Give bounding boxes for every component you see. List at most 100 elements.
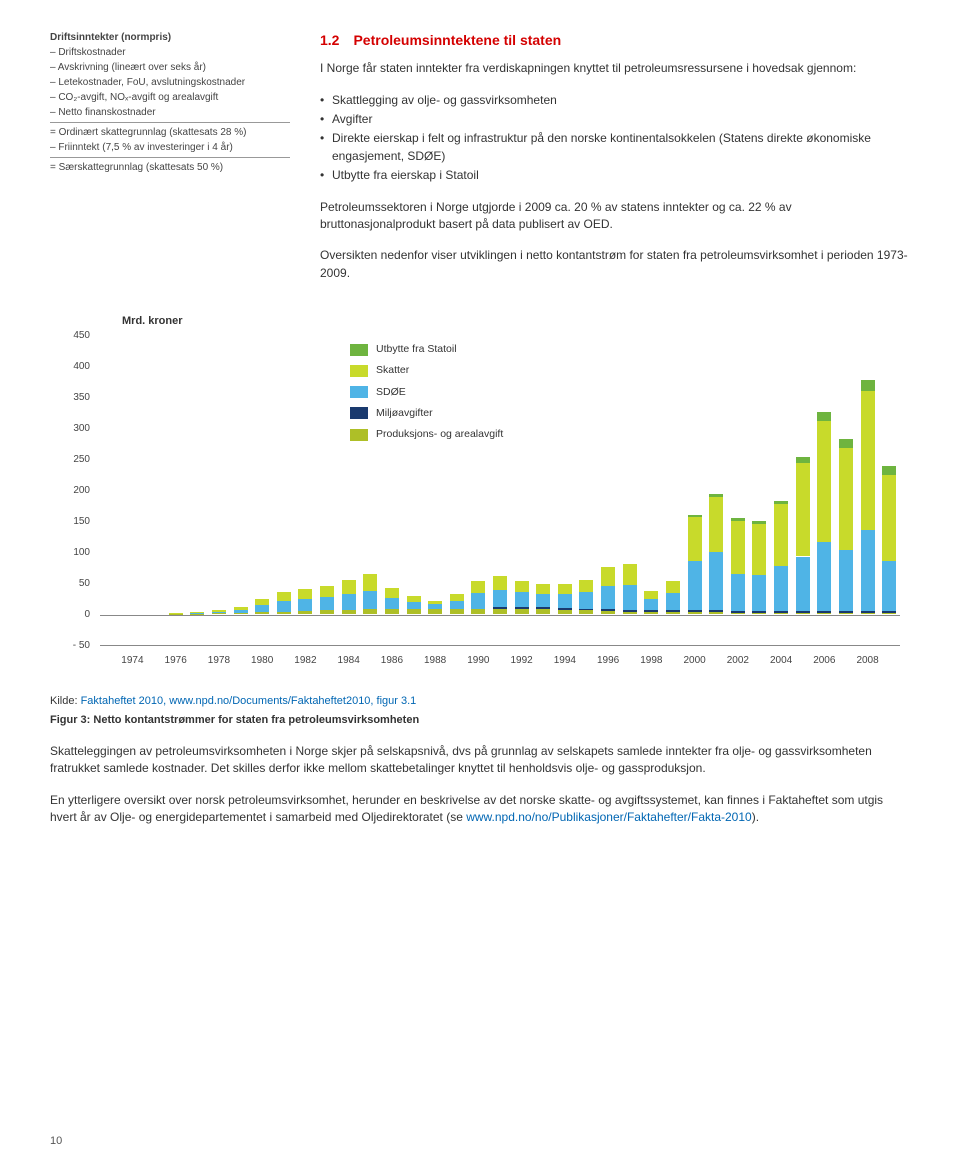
list-item: Utbytte fra eierskap i Statoil (320, 167, 910, 184)
bar-segment-skatter (298, 589, 312, 599)
bullet-list: Skattlegging av olje- og gassvirksomhete… (320, 92, 910, 185)
bar-segment-prod (363, 609, 377, 614)
bar-segment-prod (428, 609, 442, 614)
bar-segment-utbytte (774, 501, 788, 505)
bar-segment-prod (255, 612, 269, 614)
bar-segment-prod (579, 610, 593, 614)
bar-segment-skatter (579, 580, 593, 592)
paragraph: Skatteleggingen av petroleumsvirksomhete… (50, 743, 910, 778)
bar-segment-utbytte (861, 380, 875, 391)
bar-segment-prod (861, 613, 875, 614)
x-tick-label: 1974 (121, 654, 143, 669)
legend-item: Produksjons- og arealavgift (350, 427, 503, 442)
source-line: Kilde: Faktaheftet 2010, www.npd.no/Docu… (50, 694, 910, 710)
bar-segment-prod (774, 613, 788, 614)
bar-segment-skatter (169, 613, 183, 614)
sidebox-line: – CO₂-avgift, NOₓ-avgift og arealavgift (50, 90, 290, 105)
x-axis: 1974197619781980198219841986198819901992… (100, 648, 900, 676)
bar-segment-prod (709, 612, 723, 614)
bar-segment-skatter (407, 596, 421, 602)
bar-segment-prod (169, 614, 183, 615)
bar-segment-sdoe (861, 530, 875, 611)
bar-segment-sdoe (234, 610, 248, 613)
sidebox-line: Driftsinntekter (normpris) (50, 30, 290, 45)
bar-segment-prod (342, 610, 356, 614)
bar-segment-miljo (536, 607, 550, 609)
bar-segment-skatter (515, 581, 529, 592)
legend-label: Miljøavgifter (376, 406, 433, 421)
bar-segment-sdoe (536, 594, 550, 608)
paragraph: Oversikten nedenfor viser utviklingen i … (320, 247, 910, 282)
bar-segment-utbytte (709, 494, 723, 497)
bar-segment-skatter (601, 567, 615, 586)
sidebox-line: = Særskattegrunnlag (skattesats 50 %) (50, 160, 290, 175)
bar-segment-prod (839, 613, 853, 614)
y-tick-label: - 50 (73, 639, 90, 654)
bar-segment-prod (644, 612, 658, 614)
x-tick-label: 1984 (338, 654, 360, 669)
chart-legend: Utbytte fra Statoil Skatter SDØE Miljøavgif… (350, 342, 503, 448)
divider (50, 122, 290, 123)
bar-segment-sdoe (752, 575, 766, 611)
legend-label: Produksjons- og arealavgift (376, 427, 503, 442)
bar-segment-skatter (190, 612, 204, 613)
bar-segment-sdoe (623, 585, 637, 610)
bar-segment-utbytte (817, 412, 831, 421)
bar-segment-miljo (493, 607, 507, 608)
sidebox-line: = Ordinært skattegrunnlag (skattesats 28… (50, 125, 290, 140)
section-number: 1.2 (320, 30, 339, 50)
figure-caption: Figur 3: Netto kontantstrømmer for state… (50, 713, 910, 729)
bar-segment-prod (666, 612, 680, 614)
bar-segment-skatter (493, 576, 507, 590)
x-tick-label: 2008 (856, 654, 878, 669)
bar-segment-miljo (796, 611, 810, 613)
bar-segment-sdoe (709, 552, 723, 611)
bar-segment-miljo (752, 611, 766, 613)
bar-segment-skatter (558, 584, 572, 594)
list-item: Direkte eierskap i felt og infrastruktur… (320, 130, 910, 165)
legend-label: SDØE (376, 385, 406, 400)
bar-segment-sdoe (277, 601, 291, 612)
x-tick-label: 1986 (381, 654, 403, 669)
divider (50, 157, 290, 158)
bar-segment-miljo (558, 608, 572, 610)
bar-segment-sdoe (774, 566, 788, 611)
bar-segment-sdoe (817, 542, 831, 611)
bar-segment-miljo (666, 610, 680, 612)
source-link[interactable]: Faktaheftet 2010, www.npd.no/Documents/F… (81, 695, 417, 707)
x-tick-label: 2000 (683, 654, 705, 669)
bar-segment-utbytte (796, 457, 810, 463)
bar-segment-skatter (342, 580, 356, 594)
y-tick-label: 300 (73, 422, 90, 437)
bar-segment-utbytte (839, 439, 853, 448)
y-tick-label: 350 (73, 391, 90, 406)
sidebox-line: – Driftskostnader (50, 45, 290, 60)
bar-segment-miljo (579, 609, 593, 611)
legend-label: Skatter (376, 363, 409, 378)
list-item: Avgifter (320, 111, 910, 128)
bar-segment-miljo (861, 611, 875, 613)
bar-segment-skatter (709, 497, 723, 552)
bar-segment-skatter (212, 610, 226, 612)
bar-segment-prod (190, 614, 204, 615)
bar-segment-prod (536, 609, 550, 614)
bar-segment-skatter (277, 592, 291, 601)
bar-segment-miljo (623, 610, 637, 612)
bar-segment-miljo (882, 611, 896, 613)
bar-segment-sdoe (666, 593, 680, 610)
y-tick-label: 100 (73, 546, 90, 561)
bar-segment-sdoe (493, 590, 507, 607)
x-tick-label: 1990 (467, 654, 489, 669)
bar-segment-utbytte (882, 466, 896, 475)
bar-segment-sdoe (579, 592, 593, 608)
bar-segment-prod (752, 613, 766, 614)
bar-segment-skatter (644, 591, 658, 600)
bar-segment-skatter (817, 421, 831, 542)
y-tick-label: 400 (73, 360, 90, 375)
bar-segment-skatter (536, 584, 550, 594)
legend-label: Utbytte fra Statoil (376, 342, 457, 357)
external-link[interactable]: www.npd.no/no/Publikasjoner/Faktahefter/… (466, 810, 752, 824)
bar-segment-sdoe (601, 586, 615, 610)
y-axis: - 50050100150200250300350400450 (50, 336, 96, 646)
bar-segment-skatter (882, 475, 896, 562)
